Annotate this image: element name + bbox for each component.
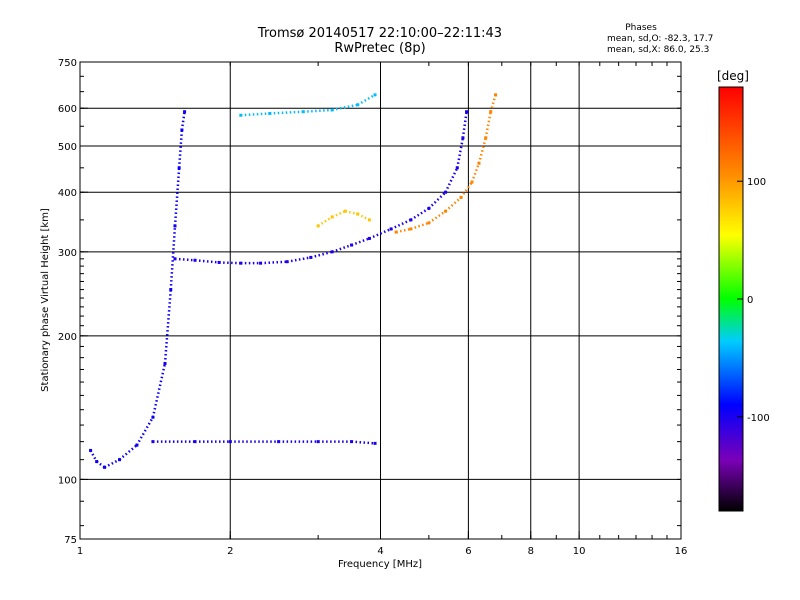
axis-ticks: 1 2 4 6 8 10 16 75 100 200 300 400 500 600 750 bbox=[58, 58, 687, 557]
data-point bbox=[373, 441, 377, 445]
trace-segment bbox=[357, 212, 370, 222]
x-tick-label: 2 bbox=[227, 546, 233, 557]
y-tick-label: 400 bbox=[58, 188, 77, 199]
trace-segment bbox=[344, 209, 358, 216]
data-point bbox=[183, 110, 187, 114]
trace-segment bbox=[173, 167, 181, 226]
trace-segment bbox=[484, 111, 492, 139]
colorbar-tick-label: 100 bbox=[747, 177, 766, 188]
trace-segment bbox=[169, 225, 177, 290]
phases-heading: Phases bbox=[625, 23, 657, 33]
data-points bbox=[89, 93, 498, 469]
chart-title: Tromsø 20140517 22:10:00–22:11:43 bbox=[257, 26, 503, 41]
trace-segment bbox=[180, 111, 186, 131]
trace-segment bbox=[317, 215, 333, 227]
y-tick-label: 600 bbox=[58, 104, 77, 115]
y-tick-label: 75 bbox=[64, 535, 77, 546]
trace-segment bbox=[456, 137, 465, 169]
trace-segment bbox=[95, 460, 106, 469]
trace-segment bbox=[390, 218, 412, 231]
x-tick-label: 16 bbox=[675, 546, 688, 557]
trace-segment bbox=[163, 289, 173, 364]
data-point bbox=[465, 110, 469, 114]
trace-segment bbox=[310, 250, 333, 259]
trace-segment bbox=[135, 416, 155, 446]
colorbar-tick-label: 0 bbox=[747, 295, 753, 306]
data-point bbox=[494, 93, 498, 97]
trace-segment bbox=[351, 237, 370, 247]
trace-segment bbox=[331, 243, 352, 253]
colorbar-ticks: 100 0 -100 bbox=[737, 177, 770, 424]
trace-segment bbox=[428, 210, 447, 224]
x-tick-label: 10 bbox=[573, 546, 586, 557]
trace-segment bbox=[89, 449, 98, 463]
trace-segment bbox=[461, 111, 468, 139]
data-point bbox=[373, 93, 377, 97]
trace-segment bbox=[428, 191, 447, 210]
x-tick-label: 8 bbox=[528, 546, 534, 557]
trace-segment bbox=[331, 103, 358, 112]
trace-segment bbox=[151, 363, 167, 418]
trace-segment bbox=[470, 162, 481, 183]
phases-x-stats: mean, sd,X: 86.0, 25.3 bbox=[607, 45, 710, 55]
trace-segment bbox=[286, 256, 312, 263]
y-tick-label: 200 bbox=[58, 332, 77, 343]
trace-segment bbox=[477, 137, 487, 164]
y-tick-label: 300 bbox=[58, 248, 77, 259]
trace-segment bbox=[269, 110, 304, 115]
x-axis-label: Frequency [MHz] bbox=[338, 559, 422, 570]
trace-segment bbox=[357, 93, 376, 106]
x-tick-label: 6 bbox=[465, 546, 471, 557]
x-tick-label: 1 bbox=[77, 546, 83, 557]
trace-segment bbox=[331, 210, 346, 219]
trace-segment bbox=[444, 196, 462, 213]
y-tick-label: 500 bbox=[58, 142, 77, 153]
trace-segment bbox=[303, 108, 333, 113]
trace-segment bbox=[103, 458, 121, 469]
y-tick-label: 750 bbox=[58, 58, 77, 69]
trace-segment bbox=[260, 260, 288, 265]
x-tick-label: 4 bbox=[377, 546, 383, 557]
y-tick-label: 100 bbox=[58, 475, 77, 486]
chart-subtitle: RwPretec (8p) bbox=[334, 41, 426, 56]
colorbar-tick-label: -100 bbox=[747, 413, 770, 424]
trace-segment bbox=[351, 440, 376, 445]
trace-segment bbox=[444, 167, 459, 193]
phases-o-stats: mean, sd,O: -82.3, 17.7 bbox=[607, 34, 714, 44]
trace-segment bbox=[395, 227, 412, 234]
trace-segment bbox=[489, 94, 497, 113]
y-axis-label: Stationary phase Virtual Height [km] bbox=[40, 208, 51, 392]
colorbar-unit-label: [deg] bbox=[717, 69, 749, 83]
trace-segment bbox=[174, 257, 196, 262]
trace-segment bbox=[240, 112, 270, 117]
trace-segment bbox=[194, 259, 220, 264]
grid-lines bbox=[80, 62, 681, 539]
trace-segment bbox=[410, 207, 430, 221]
trace-segment bbox=[177, 129, 184, 168]
trace-segment bbox=[460, 181, 473, 199]
trace-segment bbox=[410, 221, 430, 231]
trace-segment bbox=[118, 444, 138, 461]
